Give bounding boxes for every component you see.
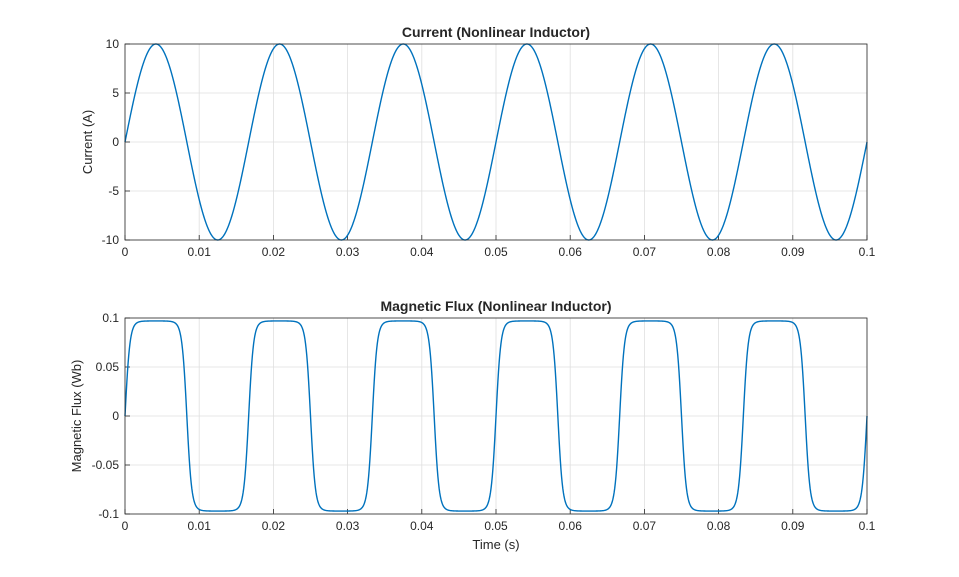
flux-x-tick-label: 0.08 (707, 519, 731, 533)
flux-x-tick-label: 0.01 (188, 519, 212, 533)
current-y-tick-labels: 10 5 0 -5 -10 (102, 37, 120, 247)
current-y-axis-label: Current (A) (80, 110, 95, 174)
flux-x-tick-label: 0.03 (336, 519, 360, 533)
current-x-tick-label: 0.02 (262, 245, 286, 259)
flux-y-tick-label: -0.1 (98, 507, 119, 521)
current-plot: 0 0.01 0.02 0.03 0.04 0.05 0.06 0.07 0.08 0.09 0.1… (80, 24, 876, 259)
flux-x-tick-label: 0.05 (484, 519, 508, 533)
current-x-tick-label: 0.01 (188, 245, 212, 259)
current-y-tick-label: -5 (108, 184, 119, 198)
current-y-tick-label: 10 (106, 37, 120, 51)
current-x-tick-label: 0.06 (559, 245, 583, 259)
flux-x-tick-label: 0.09 (781, 519, 805, 533)
current-x-tick-label: 0.08 (707, 245, 731, 259)
current-y-tick-label: -10 (102, 233, 120, 247)
flux-axes-box (124, 317, 868, 515)
flux-x-tick-label: 0.06 (559, 519, 583, 533)
current-x-tick-label: 0.09 (781, 245, 805, 259)
flux-x-tick-label: 0.07 (633, 519, 657, 533)
flux-y-tick-label: -0.05 (92, 458, 120, 472)
current-series-line (124, 43, 868, 241)
flux-plot-title: Magnetic Flux (Nonlinear Inductor) (380, 298, 611, 314)
flux-x-tick-label: 0 (122, 519, 129, 533)
current-x-tick-label: 0.05 (484, 245, 508, 259)
current-y-tick-label: 0 (112, 135, 119, 149)
current-plot-title: Current (Nonlinear Inductor) (402, 24, 590, 40)
current-x-tick-label: 0.1 (859, 245, 876, 259)
flux-x-tick-label: 0.1 (859, 519, 876, 533)
current-y-tick-label: 5 (112, 86, 119, 100)
flux-y-tick-label: 0.1 (102, 311, 119, 325)
flux-y-tick-labels: 0.1 0.05 0 -0.05 -0.1 (92, 311, 120, 521)
flux-x-tick-label: 0.02 (262, 519, 286, 533)
flux-y-tick-label: 0 (112, 409, 119, 423)
flux-x-tick-labels: 0 0.01 0.02 0.03 0.04 0.05 0.06 0.07 0.08 0.09 0.1 (122, 519, 876, 533)
current-x-tick-labels: 0 0.01 0.02 0.03 0.04 0.05 0.06 0.07 0.08 0.09 0.1 (122, 245, 876, 259)
flux-x-tick-label: 0.04 (410, 519, 434, 533)
flux-x-axis-label: Time (s) (472, 537, 519, 552)
flux-plot: 0 0.01 0.02 0.03 0.04 0.05 0.06 0.07 0.08 0.09 0.1… (69, 298, 876, 552)
flux-y-axis-label: Magnetic Flux (Wb) (69, 360, 84, 473)
flux-y-tick-label: 0.05 (96, 360, 120, 374)
current-x-tick-label: 0.03 (336, 245, 360, 259)
flux-series-line (124, 320, 868, 512)
current-x-tick-label: 0 (122, 245, 129, 259)
current-x-tick-label: 0.04 (410, 245, 434, 259)
current-x-tick-label: 0.07 (633, 245, 657, 259)
current-axes-box (124, 43, 868, 241)
